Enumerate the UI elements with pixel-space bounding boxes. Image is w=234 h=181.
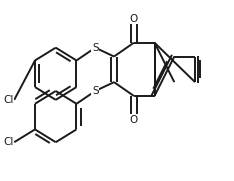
Text: O: O — [130, 14, 138, 24]
Text: S: S — [92, 43, 99, 53]
Text: S: S — [92, 86, 99, 96]
Text: Cl: Cl — [3, 95, 14, 105]
Text: Cl: Cl — [3, 137, 14, 147]
Text: O: O — [130, 115, 138, 125]
